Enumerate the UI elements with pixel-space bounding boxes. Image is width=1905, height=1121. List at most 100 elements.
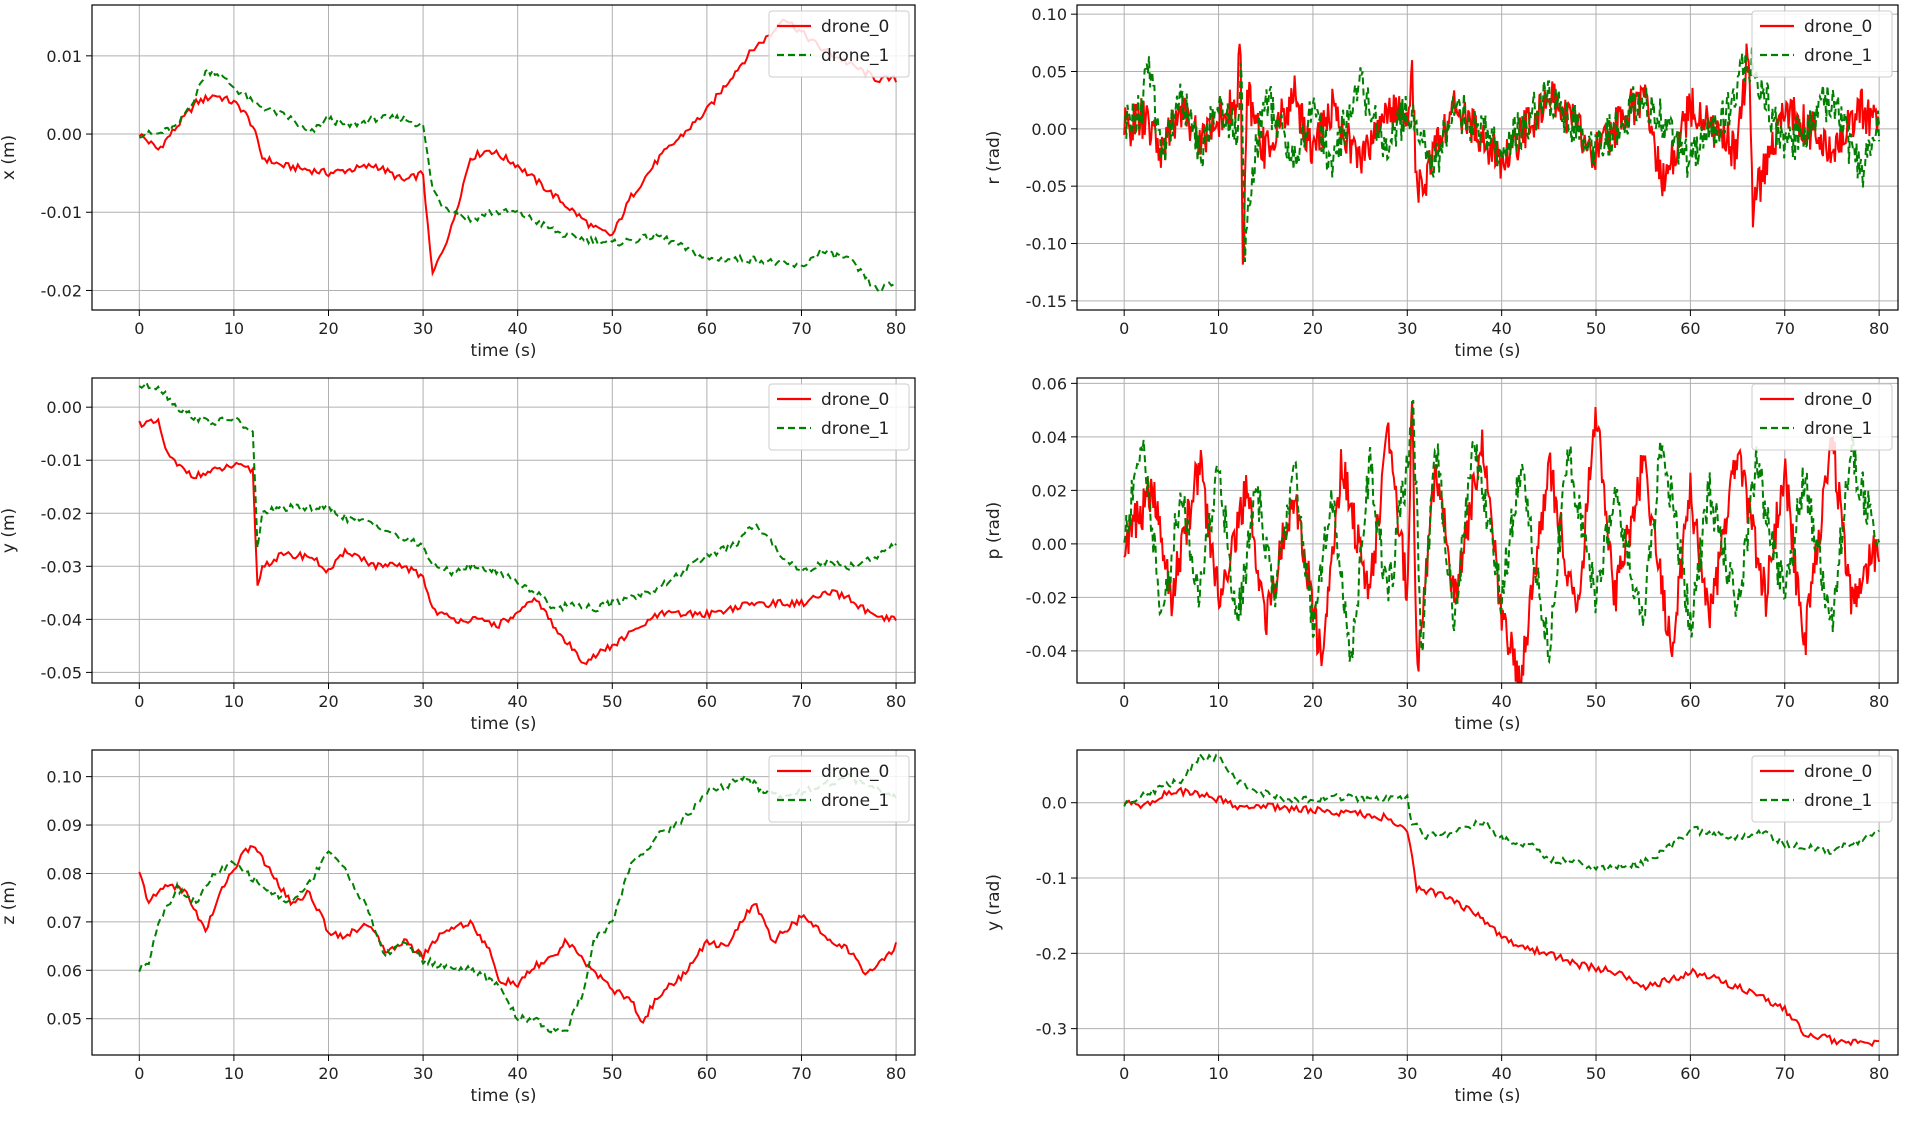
y-axis-label: z (m) [0,880,19,924]
y-tick-label: 0.00 [46,125,82,144]
series-line-drone_1 [138,380,897,613]
plot-frame [1076,377,1899,684]
x-tick-label: 20 [318,319,338,338]
y-tick-label: -0.01 [41,203,82,222]
x-tick-label: 30 [413,319,433,338]
x-tick-label: 60 [1680,319,1700,338]
legend-label-drone_0: drone_0 [1804,17,1872,37]
y-tick-label: -0.02 [41,504,82,523]
x-tick-label: 80 [886,1064,906,1083]
x-tick-label: 30 [1397,319,1417,338]
x-tick-label: 50 [1586,1064,1606,1083]
legend-label-drone_1: drone_1 [821,419,889,439]
legend-label-drone_1: drone_1 [821,46,889,66]
y-tick-label: -0.01 [41,451,82,470]
x-tick-label: 10 [224,692,244,711]
legend: drone_0 drone_1 [1751,383,1893,451]
x-tick-label: 0 [134,319,144,338]
y-tick-label: -0.10 [1026,234,1067,253]
y-tick-label: -0.04 [1026,642,1067,661]
x-tick-label: 70 [1775,1064,1795,1083]
plot-frame [1076,4,1899,311]
x-tick-label: 80 [886,692,906,711]
chart-panel-2: 0 10 20 30 40 50 60 70 80 0.05 0.06 0.07 0.08 0.09 0.1… [0,749,916,1106]
x-tick-label: 20 [1303,1064,1323,1083]
y-tick-label: -0.3 [1036,1020,1067,1039]
chart-panel-0: 0 10 20 30 40 50 60 70 80 -0.02 -0.01 0.00 0.01 time … [0,4,916,361]
y-axis-label: r (rad) [984,131,1004,185]
legend-label-drone_1: drone_1 [821,791,889,811]
series-line-drone_1 [139,67,897,294]
x-tick-label: 40 [508,692,528,711]
x-tick-label: 60 [1680,1064,1700,1083]
legend-box [768,10,910,78]
legend-label-drone_0: drone_0 [1804,762,1872,782]
x-tick-label: 20 [318,692,338,711]
x-axis-label: time (s) [471,1086,537,1106]
x-tick-label: 70 [791,692,811,711]
y-axis-label: x (m) [0,135,19,180]
y-tick-label: 0.09 [46,816,82,835]
x-tick-label: 70 [1775,319,1795,338]
x-tick-label: 20 [1303,319,1323,338]
x-axis-label: time (s) [471,341,537,361]
y-tick-label: -0.05 [1026,177,1067,196]
y-tick-label: 0.07 [46,913,82,932]
x-tick-label: 70 [1775,692,1795,711]
x-tick-label: 60 [697,1064,717,1083]
x-axis-label: time (s) [1455,341,1521,361]
legend: drone_0 drone_1 [768,755,910,823]
x-tick-label: 80 [1869,692,1889,711]
y-tick-label: 0.00 [1031,120,1067,139]
y-axis-label: y (rad) [984,874,1004,931]
legend: drone_0 drone_1 [768,383,910,451]
legend-box [768,755,910,823]
x-tick-label: 60 [697,319,717,338]
y-axis-label: p (rad) [984,502,1004,560]
x-tick-label: 10 [224,1064,244,1083]
x-axis-label: time (s) [1455,714,1521,734]
y-tick-label: 0.05 [46,1010,82,1029]
x-tick-label: 80 [1869,319,1889,338]
x-tick-label: 70 [791,319,811,338]
x-tick-label: 80 [886,319,906,338]
legend-box [1751,755,1893,823]
y-tick-label: 0.10 [1031,5,1067,24]
legend-box [768,383,910,451]
x-tick-label: 30 [413,692,433,711]
x-tick-label: 50 [602,692,622,711]
y-tick-label: -0.04 [41,610,82,629]
chart-panel-1: 0 10 20 30 40 50 60 70 80 -0.05 -0.04 -0.03 -0.02 -0.… [0,377,916,734]
plot-frame [91,749,916,1056]
x-axis-label: time (s) [1455,1086,1521,1106]
x-tick-label: 40 [1491,1064,1511,1083]
legend-label-drone_0: drone_0 [1804,390,1872,410]
x-tick-label: 60 [1680,692,1700,711]
x-tick-label: 10 [1208,1064,1228,1083]
y-tick-label: -0.02 [41,281,82,300]
y-tick-label: -0.02 [1026,588,1067,607]
x-tick-label: 0 [1119,1064,1129,1083]
x-tick-label: 20 [1303,692,1323,711]
y-tick-label: -0.03 [41,557,82,576]
y-tick-label: 0.00 [46,398,82,417]
x-tick-label: 20 [318,1064,338,1083]
y-tick-label: 0.08 [46,864,82,883]
legend-label-drone_1: drone_1 [1804,419,1872,439]
x-tick-label: 10 [224,319,244,338]
x-tick-label: 30 [1397,692,1417,711]
y-tick-label: 0.06 [46,961,82,980]
x-tick-label: 10 [1208,319,1228,338]
x-tick-label: 10 [1208,692,1228,711]
x-tick-label: 50 [1586,692,1606,711]
x-tick-label: 80 [1869,1064,1889,1083]
series-line-drone_1 [1123,399,1881,665]
y-tick-label: -0.2 [1036,944,1067,963]
x-tick-label: 30 [1397,1064,1417,1083]
x-axis-label: time (s) [471,714,537,734]
y-tick-label: -0.15 [1026,292,1067,311]
legend-box [1751,383,1893,451]
legend: drone_0 drone_1 [768,10,910,78]
